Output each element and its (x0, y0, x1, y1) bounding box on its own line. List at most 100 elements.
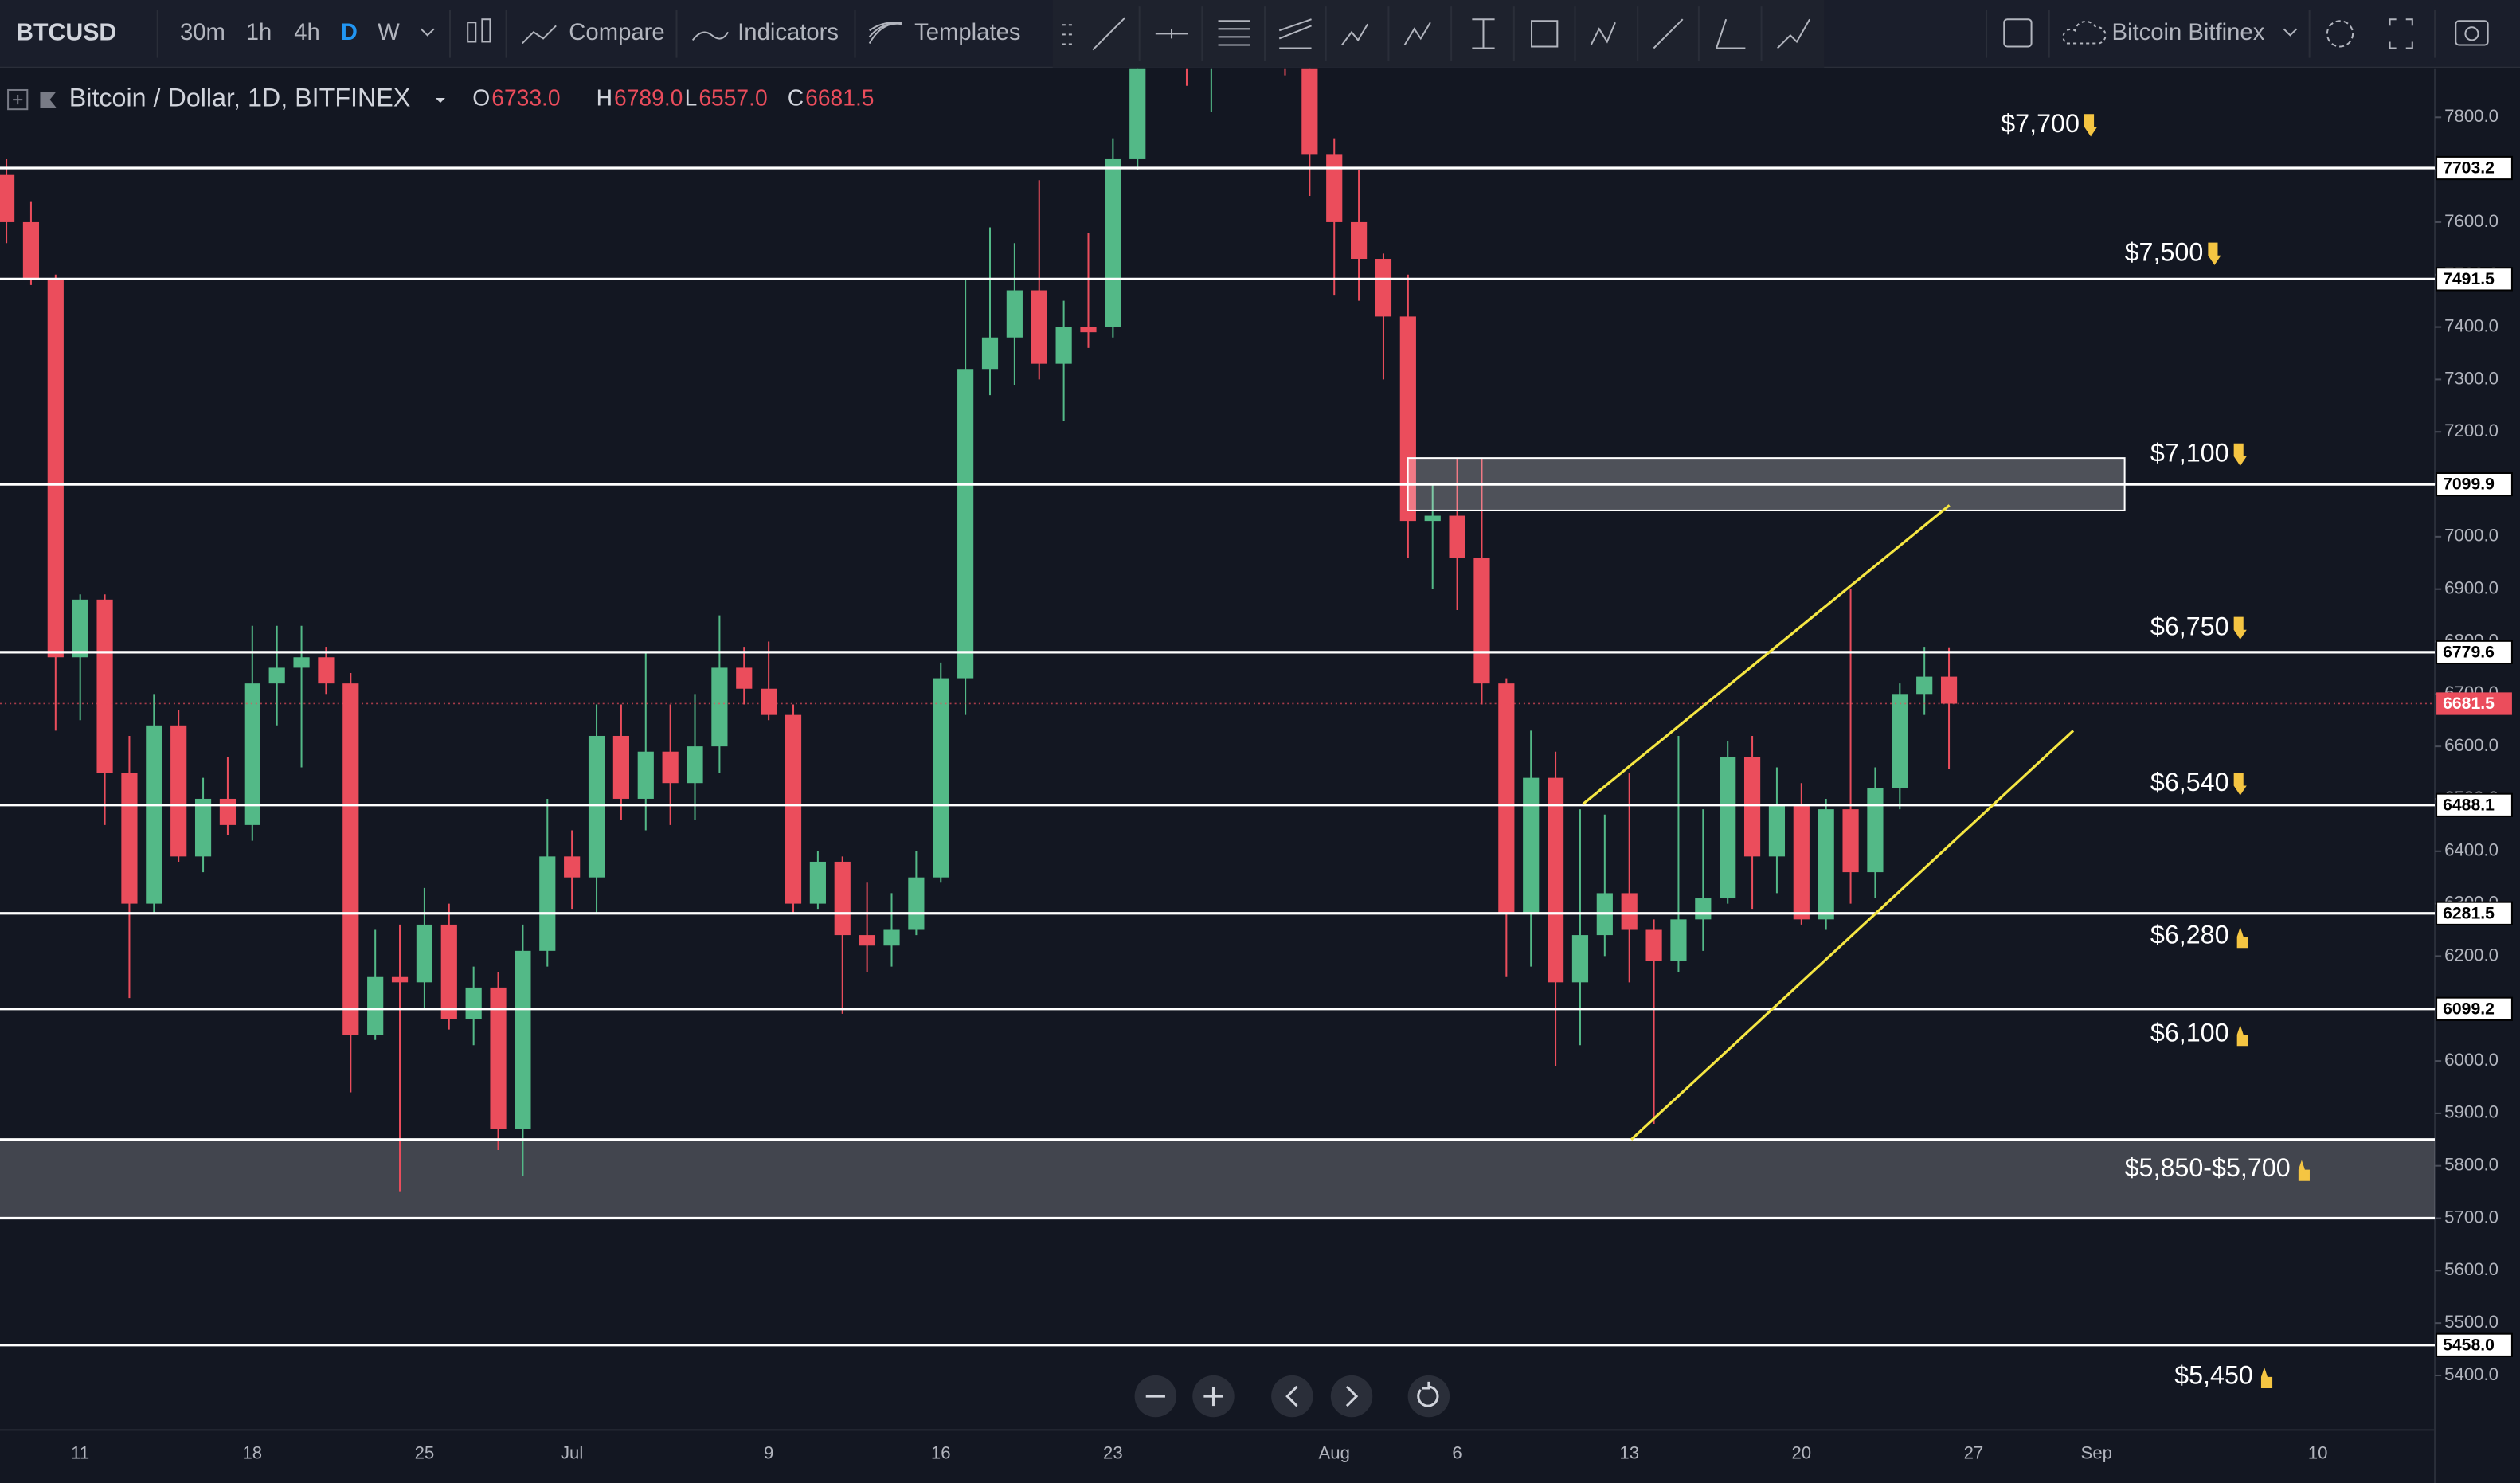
level-tag-label: 6099.2 (2443, 1000, 2495, 1018)
flag-icon (40, 91, 57, 108)
y-tick-label: 6000.0 (2444, 1050, 2498, 1070)
dropdown-arrow[interactable] (435, 98, 445, 104)
candle-body (1129, 68, 1146, 159)
fullscreen-icon[interactable] (2389, 18, 2413, 49)
drawing-tool[interactable] (1531, 20, 1559, 48)
x-tick-label: 11 (71, 1443, 89, 1463)
level-tag (2436, 640, 2513, 665)
data-source[interactable]: Bitcoin Bitfinex (2111, 20, 2264, 45)
pointing-hand (2236, 1025, 2248, 1047)
candle-body (662, 751, 679, 784)
candle-body (1080, 327, 1097, 333)
candle-body (736, 667, 753, 689)
x-tick-label: 27 (1964, 1443, 1984, 1463)
candle-body (761, 688, 777, 715)
drawing-tool[interactable] (1155, 29, 1188, 39)
drawing-tool[interactable] (1653, 18, 1684, 49)
templates-icon[interactable] (868, 21, 902, 44)
candle-body (1571, 935, 1589, 983)
reset-button[interactable] (1407, 1375, 1450, 1418)
interval[interactable]: 30m (180, 20, 225, 45)
drawing-tool[interactable] (1590, 22, 1616, 45)
candle-body (834, 861, 851, 936)
level-annotation: $6,100 (2150, 1019, 2229, 1047)
candle-body (1645, 929, 1662, 961)
candle-body (612, 735, 629, 799)
dropdown-arrow[interactable] (420, 28, 435, 37)
screenshot-icon[interactable] (2455, 20, 2489, 46)
interval-active[interactable]: D (341, 20, 358, 45)
legend-value: 6557.0 (698, 85, 767, 111)
candle-body (1498, 683, 1515, 914)
compare-button[interactable]: Compare (569, 20, 664, 45)
candle-body (96, 599, 113, 773)
scroll-right-button[interactable] (1330, 1375, 1373, 1418)
candle-body (465, 987, 482, 1019)
candle-body (490, 987, 507, 1129)
candle-body (933, 678, 949, 878)
interval[interactable]: 4h (294, 20, 320, 45)
y-tick-label: 7400.0 (2444, 315, 2498, 335)
compare-icon[interactable] (522, 25, 557, 45)
candle-body (1916, 676, 1933, 695)
interval[interactable]: 1h (246, 20, 272, 45)
candle-body (908, 877, 925, 930)
zoom-in-icon (1203, 1386, 1223, 1407)
candle-body (1424, 515, 1441, 522)
templates-button[interactable]: Templates (914, 20, 1020, 45)
scroll-left-button[interactable] (1271, 1375, 1313, 1418)
pointing-hand (2298, 1160, 2310, 1181)
legend-key: L (685, 85, 698, 111)
x-tick-label: Sep (2081, 1443, 2112, 1463)
y-tick-label: 7300.0 (2444, 368, 2498, 388)
level-tag (2436, 901, 2513, 925)
settings-icon[interactable] (2326, 20, 2354, 48)
candle-body (981, 337, 999, 370)
dropdown-arrow[interactable] (2283, 28, 2298, 37)
candle-body (22, 221, 40, 280)
indicators-icon[interactable] (691, 31, 729, 41)
legend-key: O (472, 85, 490, 111)
drawing-tool[interactable] (1472, 18, 1495, 49)
x-tick-label: 10 (2308, 1443, 2328, 1463)
candle-body (1720, 757, 1736, 899)
pointing-hand (2233, 773, 2247, 796)
drawing-tool[interactable] (1716, 18, 1746, 49)
y-tick-label: 5600.0 (2444, 1259, 2498, 1279)
drag-handle (1062, 24, 1072, 45)
y-tick-label: 5500.0 (2444, 1312, 2498, 1332)
drawing-tool[interactable] (1777, 18, 1810, 49)
y-tick-label: 5900.0 (2444, 1102, 2498, 1122)
legend-value: 6789.0 (614, 85, 683, 111)
drawing-tool[interactable] (1278, 18, 1312, 49)
drawing-tool[interactable] (1341, 23, 1369, 46)
y-tick-label: 7000.0 (2444, 526, 2498, 546)
interval[interactable]: W (378, 20, 400, 45)
candle-body (72, 599, 88, 658)
level-annotation: $5,450 (2174, 1360, 2253, 1389)
scroll-left-icon (1285, 1385, 1298, 1407)
level-tag (2436, 792, 2513, 817)
candle-body (539, 856, 556, 951)
chart-style-icon[interactable] (467, 18, 491, 43)
indicators-button[interactable]: Indicators (738, 20, 839, 45)
level-tag-label: 6488.1 (2443, 796, 2495, 814)
candle-body (515, 950, 531, 1129)
symbol[interactable]: BTCUSD (16, 19, 116, 45)
expand-icon[interactable] (7, 88, 29, 111)
x-tick-label: 25 (415, 1443, 435, 1463)
candle-body (1399, 316, 1416, 522)
y-tick-label: 6600.0 (2444, 735, 2498, 755)
chart-title[interactable]: Bitcoin / Dollar, 1D, BITFINEX (69, 84, 411, 112)
candle-body (440, 924, 457, 1019)
drawing-tool[interactable] (1218, 20, 1250, 46)
level-tag-label: 7099.9 (2443, 475, 2495, 494)
candle-body (1842, 809, 1859, 873)
drawing-tool[interactable] (1403, 22, 1431, 46)
layout-icon[interactable] (2003, 18, 2033, 48)
x-tick-label: 20 (1791, 1443, 1811, 1463)
candle-body (1621, 893, 1638, 930)
candle-body (859, 935, 875, 946)
candle-body (1547, 777, 1564, 983)
drawing-tool[interactable] (1092, 17, 1126, 51)
